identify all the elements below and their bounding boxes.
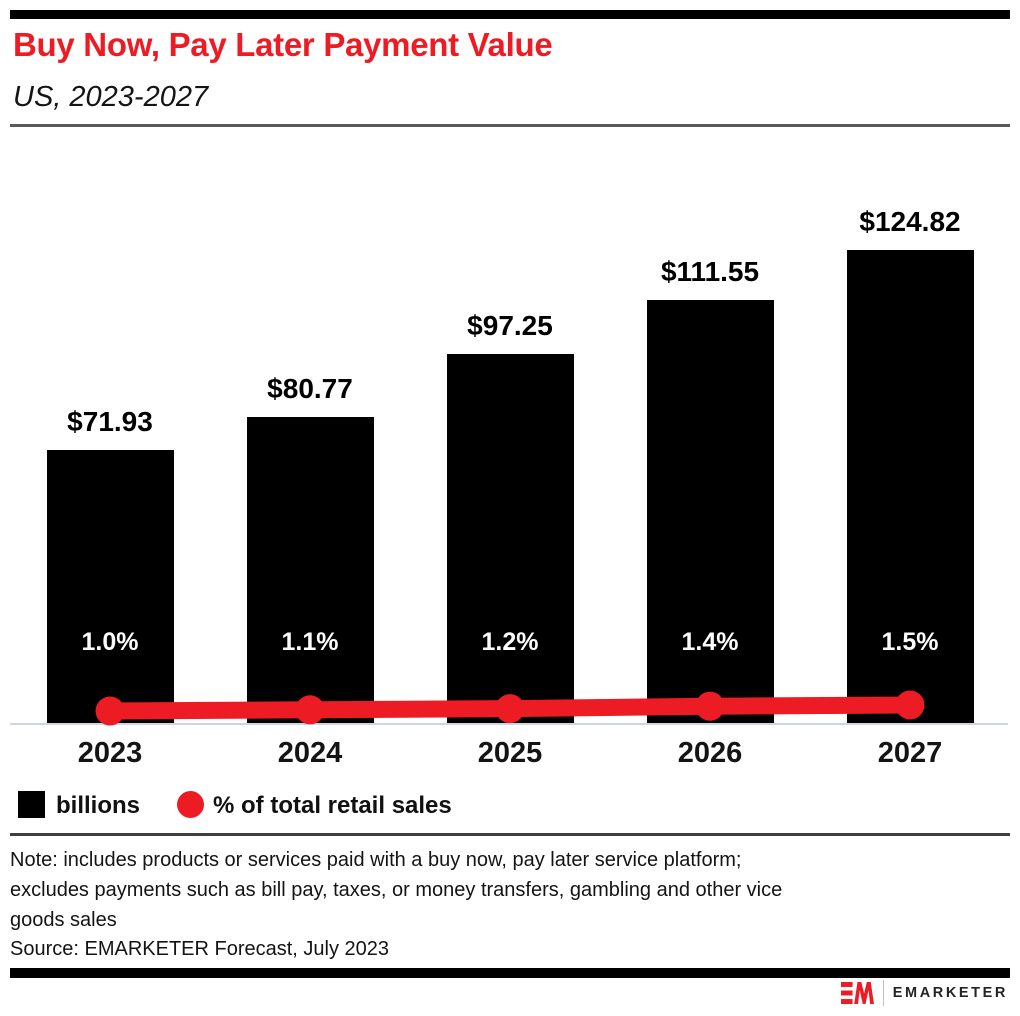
note-text: Note: includes products or services paid…	[10, 845, 782, 935]
top-accent-bar	[10, 10, 1010, 19]
x-axis-label-2025: 2025	[477, 737, 543, 769]
legend-swatch-pct-retail-sales	[177, 791, 204, 818]
logo-divider	[882, 980, 884, 1006]
page-subtitle: US, 2023-2027	[13, 81, 209, 113]
pct-label-2027: 1.5%	[881, 628, 939, 656]
bar-2024	[246, 417, 374, 723]
x-axis-label-2027: 2027	[877, 737, 943, 769]
bar-value-label-2027: $124.82	[859, 206, 961, 237]
bar-value-label-2023: $71.93	[67, 406, 153, 437]
pct-label-2023: 1.0%	[81, 628, 139, 656]
bottom-accent-bar	[10, 968, 1010, 978]
x-axis-label-2024: 2024	[277, 737, 343, 769]
emarketer-monogram-icon	[840, 982, 874, 1004]
note-line-3: goods sales	[10, 909, 117, 931]
logo-wordmark: EMARKETER	[892, 985, 1008, 1001]
bar-2026	[646, 300, 774, 723]
pct-label-2024: 1.1%	[281, 628, 339, 656]
footer-divider	[10, 833, 1010, 836]
bar-value-label-2026: $111.55	[660, 256, 760, 287]
header-divider	[10, 124, 1010, 127]
bar-value-label-2024: $80.77	[267, 373, 353, 404]
bar-value-label-2025: $97.25	[467, 310, 553, 341]
x-axis-label-2026: 2026	[677, 737, 743, 769]
x-axis-label-2023: 2023	[77, 737, 143, 769]
bar-2025	[446, 354, 574, 723]
source-text: Source: EMARKETER Forecast, July 2023	[10, 938, 390, 960]
emarketer-logo: EMARKETER	[840, 980, 1008, 1006]
legend-label-pct-retail-sales: % of total retail sales	[213, 792, 452, 819]
x-axis-line	[10, 723, 1008, 725]
legend-label-billions: billions	[56, 792, 140, 819]
note-line-2: excludes payments such as bill pay, taxe…	[10, 879, 783, 901]
note-line-1: Note: includes products or services paid…	[10, 849, 742, 871]
bar-2023	[46, 450, 174, 723]
bar-2027	[846, 250, 974, 723]
pct-label-2026: 1.4%	[681, 628, 739, 656]
legend-swatch-billions	[18, 791, 45, 818]
pct-label-2025: 1.2%	[481, 628, 539, 656]
page-title: Buy Now, Pay Later Payment Value	[13, 26, 553, 63]
